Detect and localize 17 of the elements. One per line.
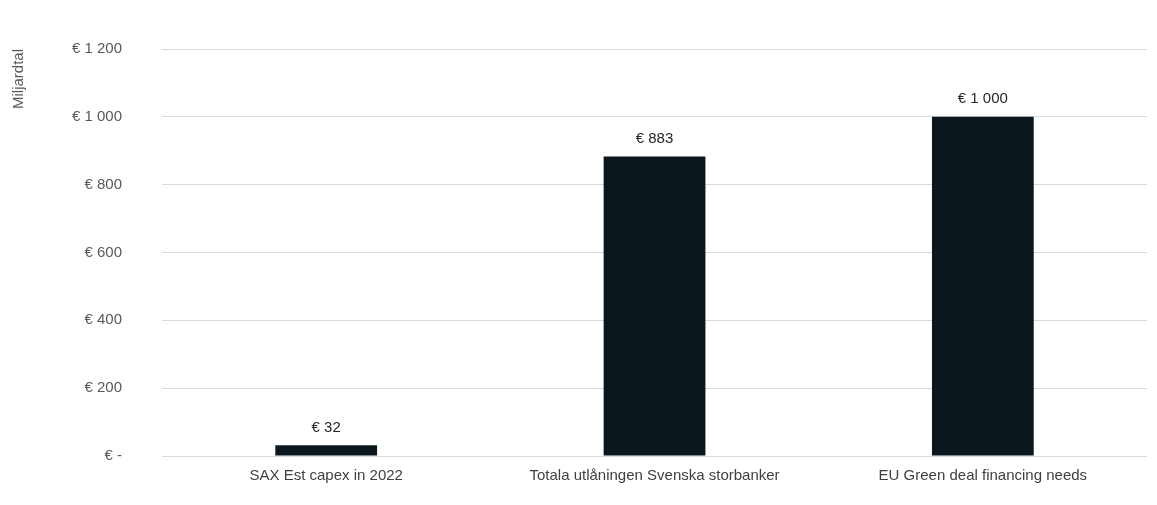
data-label: € 1 000 bbox=[957, 89, 1008, 107]
bar bbox=[275, 445, 378, 456]
y-tick-label: € 1 000 bbox=[72, 106, 123, 124]
bar bbox=[931, 116, 1034, 456]
x-tick-label: EU Green deal financing needs bbox=[878, 466, 1088, 484]
y-axis-title: Miljardtal bbox=[9, 49, 27, 110]
bar bbox=[603, 156, 706, 456]
data-label: € 32 bbox=[311, 417, 341, 435]
y-tick-label: € - bbox=[104, 446, 123, 464]
data-label: € 883 bbox=[635, 129, 674, 147]
y-tick-label: € 800 bbox=[84, 174, 123, 192]
y-tick-label: € 1 200 bbox=[72, 39, 123, 57]
y-tick-label: € 200 bbox=[84, 378, 123, 396]
y-tick-label: € 400 bbox=[84, 310, 123, 328]
x-tick-label: Totala utlåningen Svenska storbanker bbox=[529, 466, 780, 484]
x-tick-label: SAX Est capex in 2022 bbox=[249, 466, 403, 484]
y-tick-label: € 600 bbox=[84, 242, 123, 260]
